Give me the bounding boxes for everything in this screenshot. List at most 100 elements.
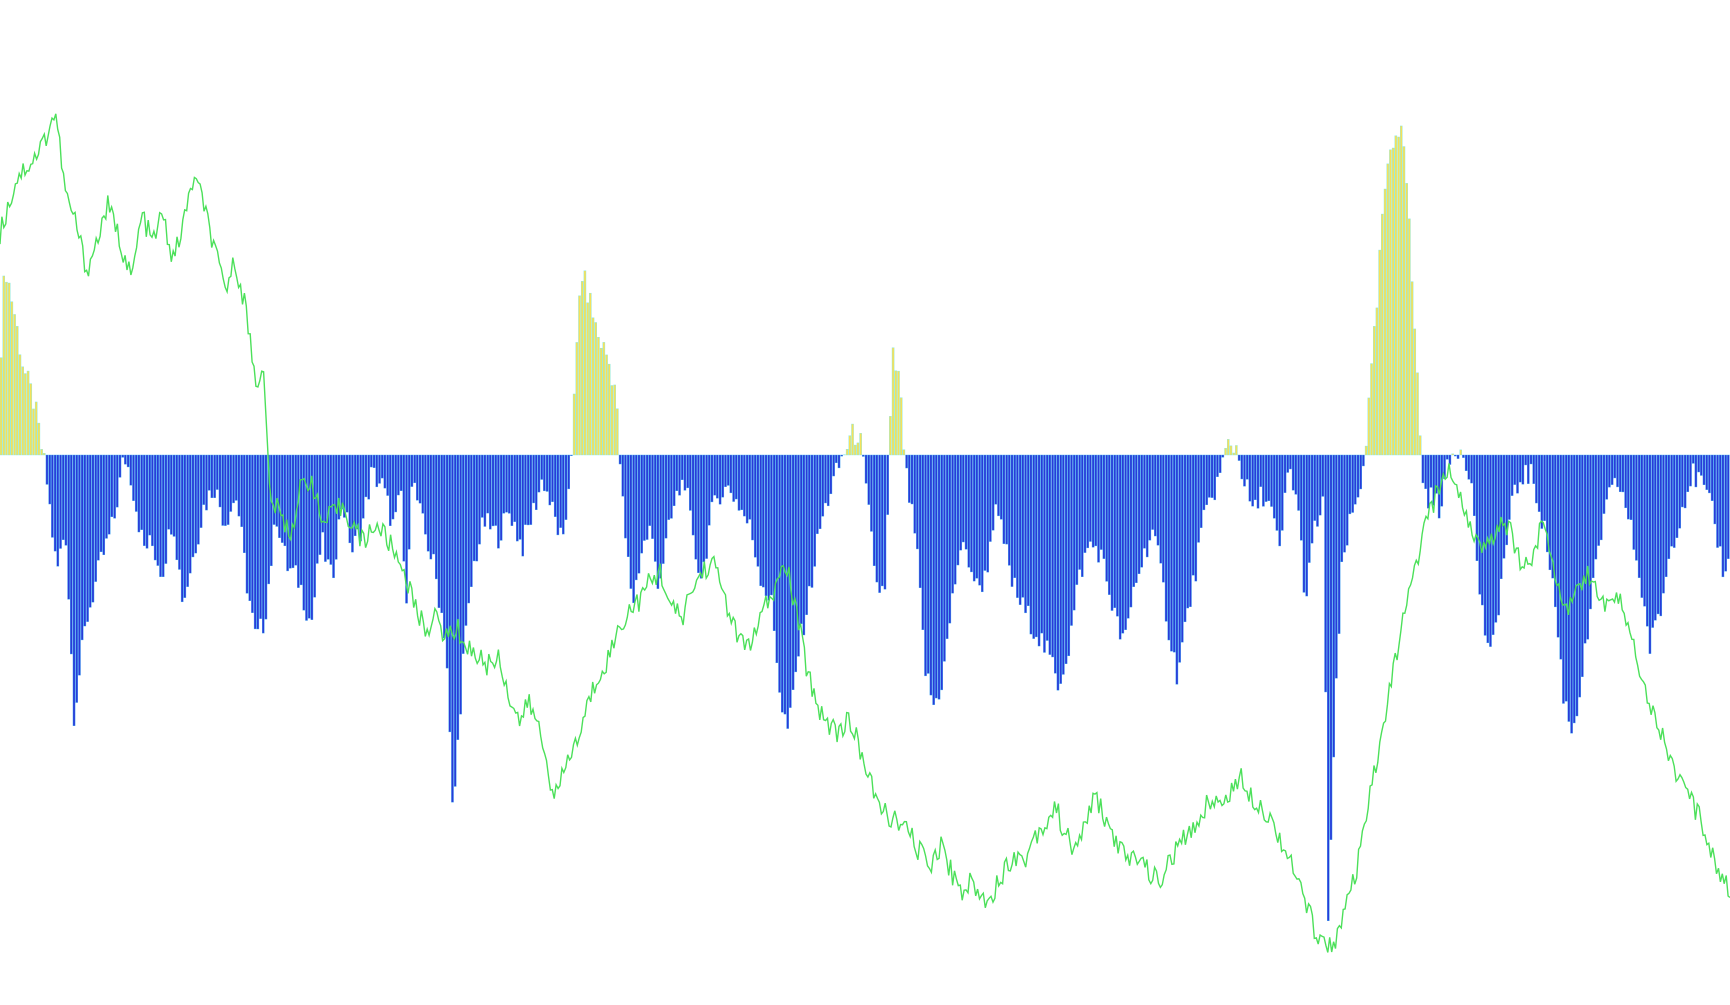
histogram-bar	[680, 454, 684, 480]
histogram-bar	[1489, 454, 1492, 647]
histogram-bar	[572, 393, 576, 456]
histogram-bar	[264, 454, 268, 620]
histogram-bar	[1613, 454, 1617, 479]
price-line-series	[0, 113, 1730, 953]
histogram-bar	[1421, 454, 1425, 484]
histogram-bar	[83, 454, 87, 627]
histogram-bar	[1513, 454, 1517, 485]
histogram-bar	[391, 454, 395, 520]
histogram-bar	[853, 444, 857, 456]
histogram-bar	[1408, 218, 1411, 456]
histogram-bar	[1451, 453, 1454, 456]
histogram-bar	[670, 454, 673, 519]
histogram-bar	[1567, 454, 1571, 722]
histogram-bar	[708, 454, 711, 526]
histogram-bar	[1302, 454, 1306, 593]
histogram-bar	[1497, 454, 1500, 616]
histogram-bar	[207, 454, 211, 491]
histogram-bar	[1018, 454, 1022, 605]
histogram-bar	[667, 454, 670, 520]
histogram-bar	[926, 454, 930, 674]
histogram-bar	[364, 454, 368, 498]
histogram-bar	[1405, 183, 1408, 456]
histogram-bar	[894, 370, 898, 456]
histogram-bar	[105, 454, 108, 539]
histogram-bar	[826, 454, 830, 507]
histogram-bar	[1148, 454, 1152, 541]
histogram-bar	[224, 454, 227, 526]
histogram-bar	[1151, 454, 1154, 530]
histogram-bar	[143, 454, 146, 546]
histogram-bar	[1305, 454, 1308, 597]
histogram-bar	[1456, 454, 1460, 459]
histogram-bar	[1629, 454, 1633, 520]
histogram-bar	[1343, 454, 1346, 553]
histogram-bar	[1727, 454, 1730, 559]
histogram-bar	[48, 454, 51, 505]
histogram-bar	[170, 454, 173, 535]
histogram-bar	[1175, 454, 1179, 685]
histogram-bar	[1197, 454, 1200, 543]
histogram-bar	[253, 454, 257, 630]
histogram-bar	[70, 454, 73, 655]
histogram-bar	[1605, 454, 1608, 500]
histogram-bar	[862, 454, 865, 457]
histogram-bar	[1435, 454, 1438, 494]
histogram-bar	[1486, 454, 1490, 644]
histogram-bar	[964, 454, 968, 550]
histogram-bar	[1310, 454, 1314, 544]
histogram-bar	[610, 385, 614, 456]
histogram-bar	[32, 408, 35, 456]
histogram-bar	[1110, 454, 1114, 611]
histogram-bar	[1181, 454, 1184, 643]
histogram-bar	[291, 454, 295, 569]
histogram-bar	[313, 454, 316, 598]
histogram-bar	[967, 454, 971, 568]
histogram-bar	[180, 454, 184, 603]
histogram-bar	[794, 454, 798, 673]
histogram-bar	[1670, 454, 1673, 547]
histogram-bar	[99, 454, 103, 553]
histogram-bar	[1564, 454, 1568, 702]
histogram-bar	[1475, 454, 1479, 561]
histogram-bar	[397, 454, 400, 496]
histogram-bar	[1008, 454, 1011, 566]
histogram-bar	[107, 454, 111, 535]
histogram-bar	[221, 454, 224, 526]
histogram-bar	[710, 454, 714, 503]
histogram-bar	[278, 454, 281, 538]
histogram-bar	[1202, 454, 1206, 511]
histogram-bar	[1075, 454, 1079, 585]
histogram-bar	[1648, 454, 1652, 654]
histogram-bar	[645, 454, 649, 540]
histogram-bar	[1332, 454, 1335, 758]
histogram-bar	[362, 454, 365, 519]
histogram-bar	[1327, 454, 1330, 921]
histogram-bar	[751, 454, 754, 541]
histogram-bar	[516, 454, 519, 542]
histogram-bar	[1667, 454, 1671, 559]
histogram-bar	[621, 454, 625, 497]
histogram-bar	[1340, 454, 1344, 563]
histogram-bar	[924, 454, 927, 677]
histogram-bar	[183, 454, 187, 598]
histogram-bar	[1467, 454, 1471, 480]
histogram-bar	[194, 454, 197, 554]
histogram-bar	[913, 454, 916, 534]
histogram-bar	[875, 454, 879, 583]
histogram-bar	[575, 342, 579, 456]
histogram-bar	[616, 408, 619, 456]
histogram-bar	[1264, 454, 1268, 502]
histogram-bar	[629, 454, 633, 589]
histogram-bar	[732, 454, 735, 502]
histogram-bar	[791, 454, 795, 690]
histogram-bar	[237, 454, 241, 517]
histogram-bar	[97, 454, 100, 561]
histogram-bar	[10, 301, 14, 456]
histogram-bar	[1700, 454, 1703, 476]
histogram-bar	[578, 295, 581, 456]
histogram-bar	[1213, 454, 1216, 501]
histogram-bar	[1281, 454, 1284, 531]
histogram-bar	[410, 454, 414, 487]
